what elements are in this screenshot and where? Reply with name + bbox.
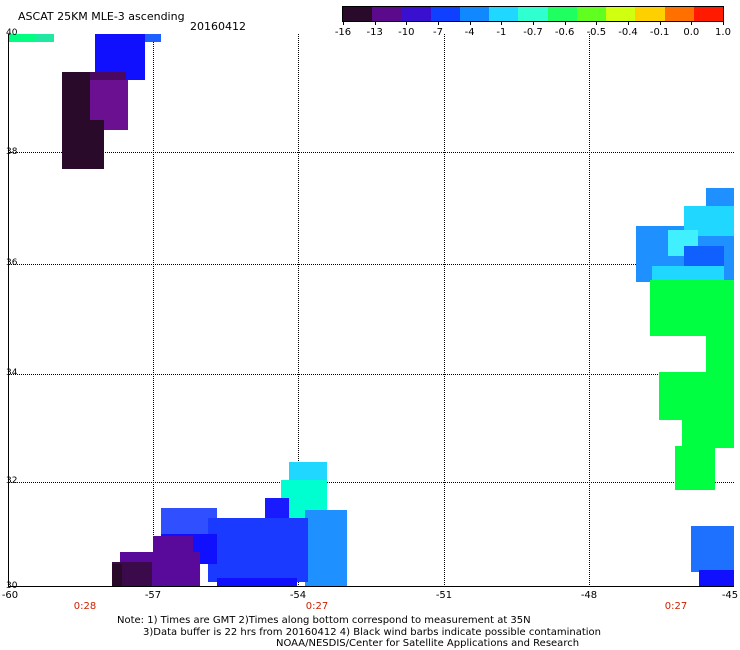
colorbar-tick <box>691 21 693 25</box>
colorbar-label: -7 <box>433 27 443 38</box>
map-title: ASCAT 25KM MLE-3 ascending <box>18 10 185 23</box>
colorbar-segment <box>635 7 665 21</box>
colorbar-tick <box>501 21 503 25</box>
map-plot-area <box>8 34 734 587</box>
grid-line-lat-34 <box>8 374 734 375</box>
x-tick-label: -57 <box>144 590 162 601</box>
swath-cell <box>305 510 347 587</box>
colorbar-segment <box>372 7 402 21</box>
y-tick-label: 32 <box>6 476 18 486</box>
colorbar-segment <box>401 7 431 21</box>
y-tick-label: 30 <box>6 581 18 591</box>
y-tick-label: 34 <box>6 368 18 378</box>
swath-cell <box>682 418 734 448</box>
swath-cell <box>62 72 90 120</box>
swath-chip <box>8 34 36 42</box>
grid-line-lon-54 <box>298 34 299 587</box>
colorbar-segment <box>693 7 724 21</box>
swath-cell <box>145 34 161 42</box>
colorbar-tick <box>628 21 629 25</box>
colorbar-segment <box>489 7 519 21</box>
colorbar-tick <box>596 21 598 25</box>
colorbar-tick <box>469 21 471 25</box>
grid-line-lat-32 <box>8 482 734 483</box>
grid-line-lon-51 <box>444 34 445 587</box>
colorbar-label: -10 <box>398 27 415 38</box>
grid-line-lon-57 <box>153 34 154 587</box>
y-tick-label: 36 <box>6 258 18 268</box>
time-label: 0:28 <box>73 601 97 612</box>
grid-line-lon-48 <box>589 34 590 587</box>
time-label: 0:27 <box>305 601 329 612</box>
swath-cell <box>208 518 308 582</box>
swath-cell <box>659 372 734 420</box>
colorbar-label: -0.1 <box>649 27 670 38</box>
swath-chip <box>36 34 54 42</box>
swath-cell <box>691 526 734 572</box>
colorbar-segment <box>430 7 460 21</box>
colorbar-tick <box>343 21 344 25</box>
x-tick-label: -48 <box>580 590 598 601</box>
note-line: Note: 1) Times are GMT 2)Times along bot… <box>117 615 531 626</box>
colorbar-label: -0.4 <box>618 27 638 38</box>
colorbar-tick <box>374 21 376 25</box>
colorbar-label: -0.7 <box>523 27 543 38</box>
map-date: 20160412 <box>190 20 246 33</box>
colorbar-segment <box>664 7 694 21</box>
colorbar-label: 0.0 <box>683 27 700 38</box>
colorbar-tick <box>564 21 566 25</box>
x-tick-label: -45 <box>721 590 739 601</box>
note-line: 3)Data buffer is 22 hrs from 20160412 4)… <box>143 627 601 638</box>
colorbar-label: -1 <box>496 27 507 38</box>
y-tick-label: 38 <box>6 147 18 157</box>
colorbar-segment <box>459 7 490 21</box>
colorbar-segment <box>547 7 577 21</box>
colorbar-label: 1.0 <box>715 27 731 38</box>
swath-cell <box>699 570 734 587</box>
colorbar-label: -0.5 <box>586 27 607 38</box>
colorbar-label: -16 <box>334 27 352 38</box>
swath-cell <box>217 578 297 587</box>
x-tick-label: -60 <box>1 590 19 601</box>
colorbar <box>342 6 724 22</box>
swath-cell <box>675 446 715 490</box>
colorbar-segment <box>606 7 636 21</box>
grid-line-lat-36 <box>8 264 734 265</box>
grid-line-lat-38 <box>8 152 734 153</box>
time-label: 0:27 <box>664 601 688 612</box>
x-tick-label: -54 <box>289 590 307 601</box>
swath-cell <box>112 564 122 587</box>
colorbar-tick <box>438 21 439 25</box>
colorbar-label: -4 <box>464 27 475 38</box>
colorbar-tick <box>659 21 661 25</box>
swath-cell <box>62 120 104 169</box>
colorbar-segment <box>518 7 548 21</box>
colorbar-label: -0.6 <box>554 27 575 38</box>
swath-cell <box>706 320 734 380</box>
colorbar-segment <box>343 7 373 21</box>
colorbar-segment <box>576 7 607 21</box>
colorbar-label: -13 <box>366 27 383 38</box>
colorbar-tick <box>723 21 724 25</box>
colorbar-tick <box>533 21 534 25</box>
x-tick-label: -51 <box>435 590 453 601</box>
note-line: NOAA/NESDIS/Center for Satellite Applica… <box>276 638 580 649</box>
y-tick-label: 40 <box>6 28 18 38</box>
colorbar-tick <box>406 21 408 25</box>
swath-cell <box>153 536 193 554</box>
